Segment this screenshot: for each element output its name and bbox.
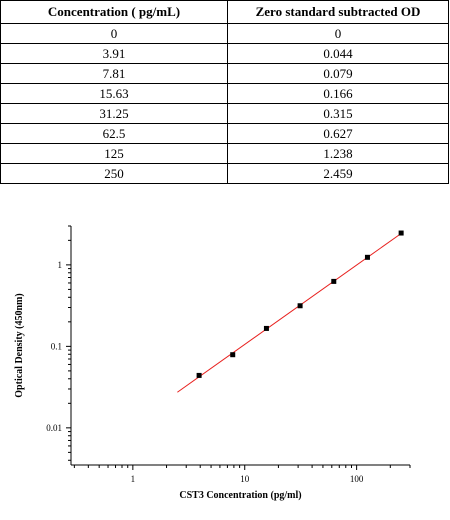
- data-point: [331, 278, 337, 284]
- table-row: 3.91 0.044: [0, 43, 449, 64]
- data-point: [364, 254, 370, 260]
- cell-concentration: 0: [0, 23, 228, 44]
- table-header-row: Concentration ( pg/mL) Zero standard sub…: [0, 0, 449, 24]
- data-point: [297, 303, 303, 309]
- cell-concentration: 250: [0, 163, 228, 184]
- cell-concentration: 125: [0, 143, 228, 164]
- cell-concentration: 15.63: [0, 83, 228, 104]
- cell-od: 0.079: [227, 63, 449, 84]
- axis-labels-group: 1 10 100 0.01 0.1 1 CST3 Concentration (pg/ml)…: [14, 260, 364, 501]
- fit-line-group: [177, 233, 402, 393]
- standard-curve-chart: 1 10 100 0.01 0.1 1 CST3 Concentration (pg/ml)…: [14, 225, 411, 501]
- x-axis-title: CST3 Concentration (pg/ml): [179, 490, 301, 501]
- chart-axes: [66, 225, 411, 470]
- cell-concentration: 31.25: [0, 103, 228, 124]
- cell-od: 0: [227, 23, 449, 44]
- column-header-od: Zero standard subtracted OD: [227, 0, 449, 24]
- data-point: [398, 230, 404, 236]
- cell-od: 0.166: [227, 83, 449, 104]
- table-row: 7.81 0.079: [0, 63, 449, 84]
- cell-od: 2.459: [227, 163, 449, 184]
- table-row: 62.5 0.627: [0, 123, 449, 144]
- cell-concentration: 3.91: [0, 43, 228, 64]
- table-row: 250 2.459: [0, 163, 449, 184]
- y-axis-title: Optical Density (450nm): [14, 293, 25, 397]
- x-tick-label: 10: [240, 474, 250, 484]
- data-points-group: [196, 230, 404, 378]
- table-row: 15.63 0.166: [0, 83, 449, 104]
- table-row: 125 1.238: [0, 143, 449, 164]
- y-tick-label: 0.1: [51, 341, 62, 351]
- cell-concentration: 7.81: [0, 63, 228, 84]
- cell-od: 1.238: [227, 143, 449, 164]
- table-row: 0 0: [0, 23, 449, 44]
- x-tick-label: 100: [350, 474, 364, 484]
- y-tick-label: 0.01: [46, 423, 62, 433]
- data-point: [263, 325, 269, 331]
- data-point: [196, 372, 202, 378]
- data-point: [230, 352, 236, 358]
- column-header-concentration: Concentration ( pg/mL): [0, 0, 228, 24]
- cell-od: 0.627: [227, 123, 449, 144]
- fit-line: [177, 233, 402, 393]
- y-tick-label: 1: [58, 260, 63, 270]
- x-tick-label: 1: [131, 474, 136, 484]
- cell-od: 0.044: [227, 43, 449, 64]
- cell-concentration: 62.5: [0, 123, 228, 144]
- cell-od: 0.315: [227, 103, 449, 124]
- table-row: 31.25 0.315: [0, 103, 449, 124]
- standard-curve-table: Concentration ( pg/mL) Zero standard sub…: [0, 0, 449, 184]
